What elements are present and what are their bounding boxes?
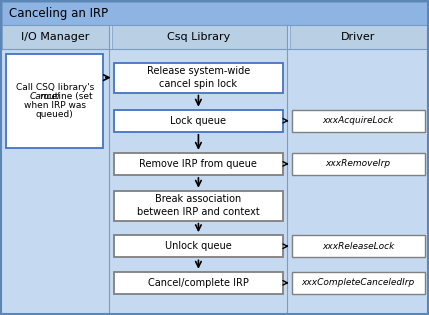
- FancyBboxPatch shape: [2, 25, 109, 49]
- Text: Driver: Driver: [341, 32, 375, 42]
- Text: I/O Manager: I/O Manager: [21, 32, 89, 42]
- FancyBboxPatch shape: [112, 25, 287, 49]
- Text: Cancel/complete IRP: Cancel/complete IRP: [148, 278, 249, 288]
- FancyBboxPatch shape: [114, 191, 283, 221]
- FancyBboxPatch shape: [114, 153, 283, 175]
- Text: Lock queue: Lock queue: [170, 116, 227, 126]
- FancyBboxPatch shape: [2, 2, 427, 313]
- Text: xxxReleaseLock: xxxReleaseLock: [322, 242, 394, 251]
- FancyBboxPatch shape: [114, 235, 283, 257]
- FancyBboxPatch shape: [292, 235, 425, 257]
- FancyBboxPatch shape: [114, 272, 283, 294]
- FancyBboxPatch shape: [292, 272, 425, 294]
- Text: Canceling an IRP: Canceling an IRP: [9, 7, 108, 20]
- FancyBboxPatch shape: [292, 153, 425, 175]
- Text: routine (set: routine (set: [40, 92, 93, 101]
- Text: Cancel: Cancel: [30, 92, 60, 101]
- FancyBboxPatch shape: [114, 63, 283, 93]
- Text: Call CSQ library's: Call CSQ library's: [15, 83, 94, 92]
- Text: xxxRemoveIrp: xxxRemoveIrp: [326, 159, 391, 168]
- FancyBboxPatch shape: [2, 49, 427, 313]
- FancyBboxPatch shape: [6, 54, 103, 148]
- FancyBboxPatch shape: [114, 110, 283, 132]
- Text: queued): queued): [36, 110, 73, 119]
- Text: Csq Library: Csq Library: [167, 32, 230, 42]
- Text: Break association
between IRP and context: Break association between IRP and contex…: [137, 194, 260, 217]
- FancyBboxPatch shape: [290, 25, 429, 49]
- Text: when IRP was: when IRP was: [24, 101, 86, 110]
- Text: Unlock queue: Unlock queue: [165, 241, 232, 251]
- Text: Remove IRP from queue: Remove IRP from queue: [139, 159, 257, 169]
- Text: Release system-wide
cancel spin lock: Release system-wide cancel spin lock: [147, 66, 250, 89]
- Text: xxxAcquireLock: xxxAcquireLock: [323, 116, 394, 125]
- FancyBboxPatch shape: [292, 110, 425, 132]
- FancyBboxPatch shape: [2, 2, 427, 25]
- Text: xxxCompleteCanceledIrp: xxxCompleteCanceledIrp: [302, 278, 415, 287]
